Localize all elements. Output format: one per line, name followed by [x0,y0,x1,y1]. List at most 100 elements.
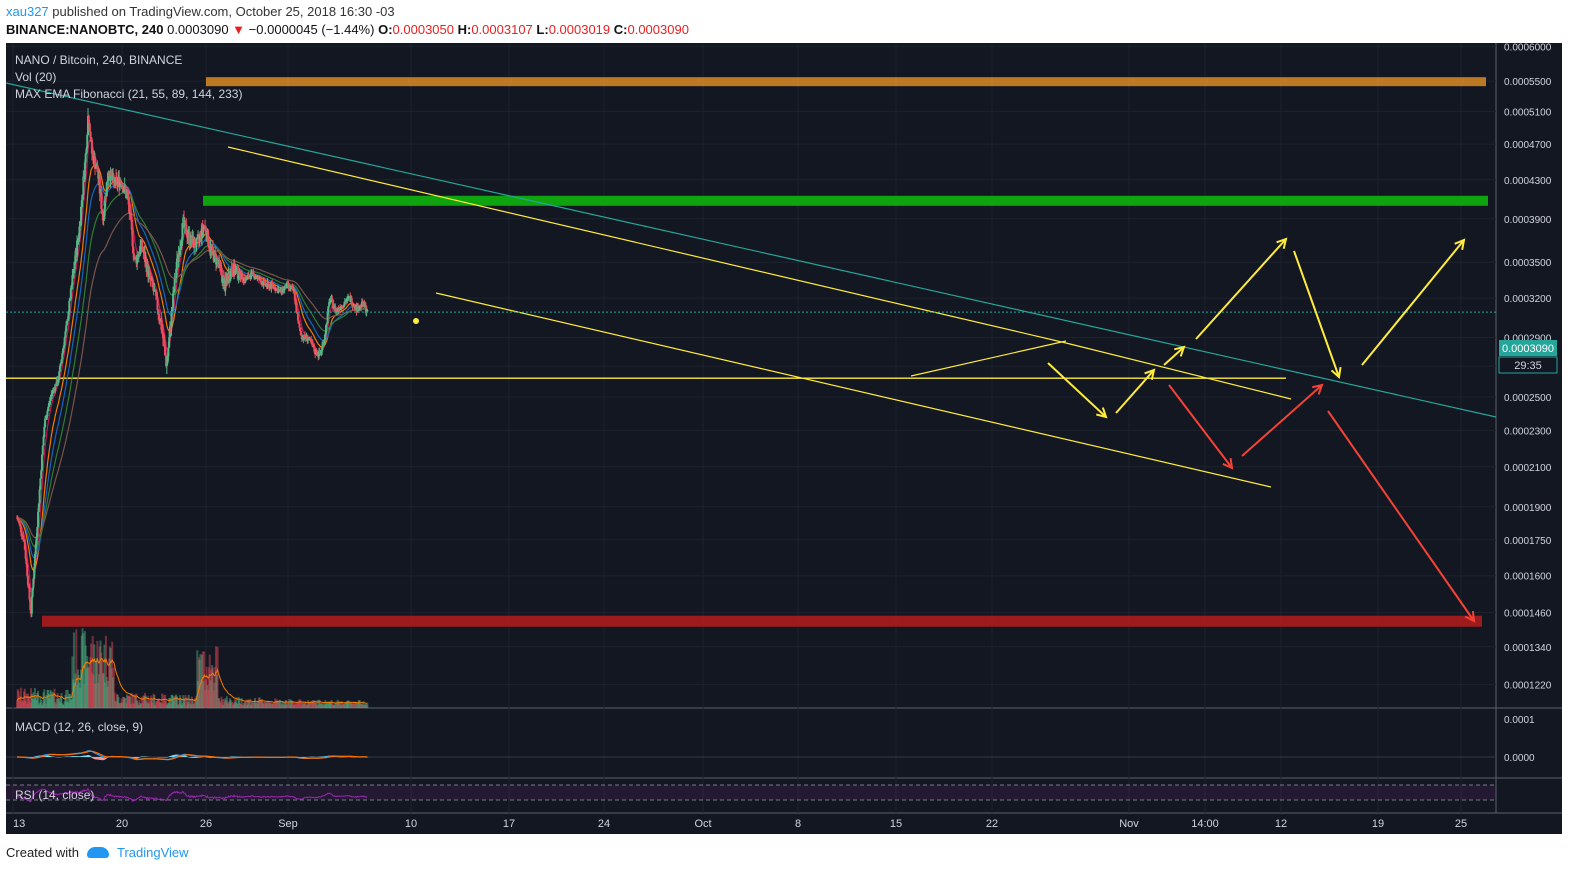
volume-bar [72,632,75,708]
candle-body [300,335,303,340]
candle-body [165,355,168,366]
volume-bar [329,703,332,708]
author-link[interactable]: xau327 [6,4,49,19]
volume-bar [210,669,213,708]
chart-area[interactable]: 0.0006000 0.0005500 0.0005100 0.0004700 0.00… [5,42,1562,834]
volume-bar [160,702,163,708]
volume-bar [273,703,276,708]
volume-bar [186,697,189,708]
volume-bar [23,688,26,708]
candle-body [41,445,44,455]
time-axis[interactable]: 13 20 26 Sep 10 17 24 Oct 8 15 22 Nov 14:00 12 19 25 [13,818,1467,830]
volume-bar [37,690,40,708]
volume-bar [215,646,218,708]
candle-body [343,302,346,305]
candle-body [65,325,68,332]
volume-bar [318,699,321,708]
volume-bar [97,682,100,708]
volume-bar [184,694,187,708]
volume-bar [125,703,128,708]
volume-bar [151,702,154,708]
volume-bar [44,703,47,708]
price-tick-label: 0.0002100 [1504,463,1552,474]
price-tick-label: 0.0004300 [1504,176,1552,187]
volume-bar [293,704,296,708]
candle-body [335,309,338,311]
candle-body [241,273,244,280]
volume-bar [65,689,68,708]
volume-bar [216,646,219,708]
volume-bar [309,702,312,708]
arrow-red-up [1241,384,1323,457]
volume-bar [181,702,184,708]
volume-bar [129,704,132,708]
volume-bar [86,656,89,708]
candle-body [70,285,73,289]
change-arrow-icon: ▼ [232,22,246,37]
candle-body [297,320,300,324]
price-tick-label: 0.0005100 [1504,107,1552,118]
volume-bar [202,681,205,708]
volume-bar [282,701,285,708]
volume-bar [338,701,341,708]
volume-bar [95,658,98,708]
volume-bar [115,693,118,708]
volume-bar [196,650,199,708]
volume-bar [204,689,207,708]
volume-bar [242,704,245,708]
volume-bar [310,702,313,708]
chart-svg[interactable]: 0.0006000 0.0005500 0.0005100 0.0004700 0.00… [5,42,1562,834]
candle-body [67,311,70,320]
candle-body [90,139,93,154]
time-tick-label: 25 [1455,818,1467,830]
candle-body [296,313,299,321]
volume-bar [168,698,171,708]
volume-bar [255,701,258,708]
candle-body [64,331,67,338]
volume-bar [183,698,186,708]
volume-bar [108,658,111,708]
candle-body [84,153,87,163]
volume-bar [83,631,86,708]
candle-body [147,271,150,277]
volume-bar [336,699,339,708]
price-tick-label: 0.0001900 [1504,503,1552,514]
candle-body [25,558,28,565]
volume-bar [48,698,51,708]
candle-body [94,156,97,169]
candle-body [174,278,177,280]
volume-bar [41,703,44,708]
candle-body [49,397,52,402]
candle-body [179,244,182,248]
candle-body [127,196,130,205]
volume-bar [223,702,226,708]
candle-body [149,272,152,280]
candle-body [19,523,22,527]
candle-body [57,380,60,383]
candle-body [233,263,236,275]
candle-body [311,343,314,347]
candle-body [195,238,198,248]
candle-body [114,177,117,186]
volume-bar [101,661,104,708]
candle-body [188,232,191,245]
price-axis[interactable]: 0.0006000 0.0005500 0.0005100 0.0004700 0.00… [1504,42,1552,764]
candle-body [37,503,40,512]
volume-bar [44,698,47,708]
volume-bar [307,700,310,708]
volume-bar [243,702,246,708]
time-tick-label: 26 [200,818,212,830]
volume-bar [83,684,86,708]
candle-body [45,415,48,420]
candle-body [133,253,136,257]
candle-body [85,148,88,154]
volume-bar [71,656,74,708]
tradingview-link[interactable]: TradingView [116,845,189,860]
volume-bar [296,703,299,708]
candle-body [39,478,42,490]
volume-bar [129,696,132,708]
volume-bar [47,693,50,708]
volume-bar [337,702,340,708]
volume-bar [133,703,136,708]
time-tick-label: 19 [1372,818,1384,830]
